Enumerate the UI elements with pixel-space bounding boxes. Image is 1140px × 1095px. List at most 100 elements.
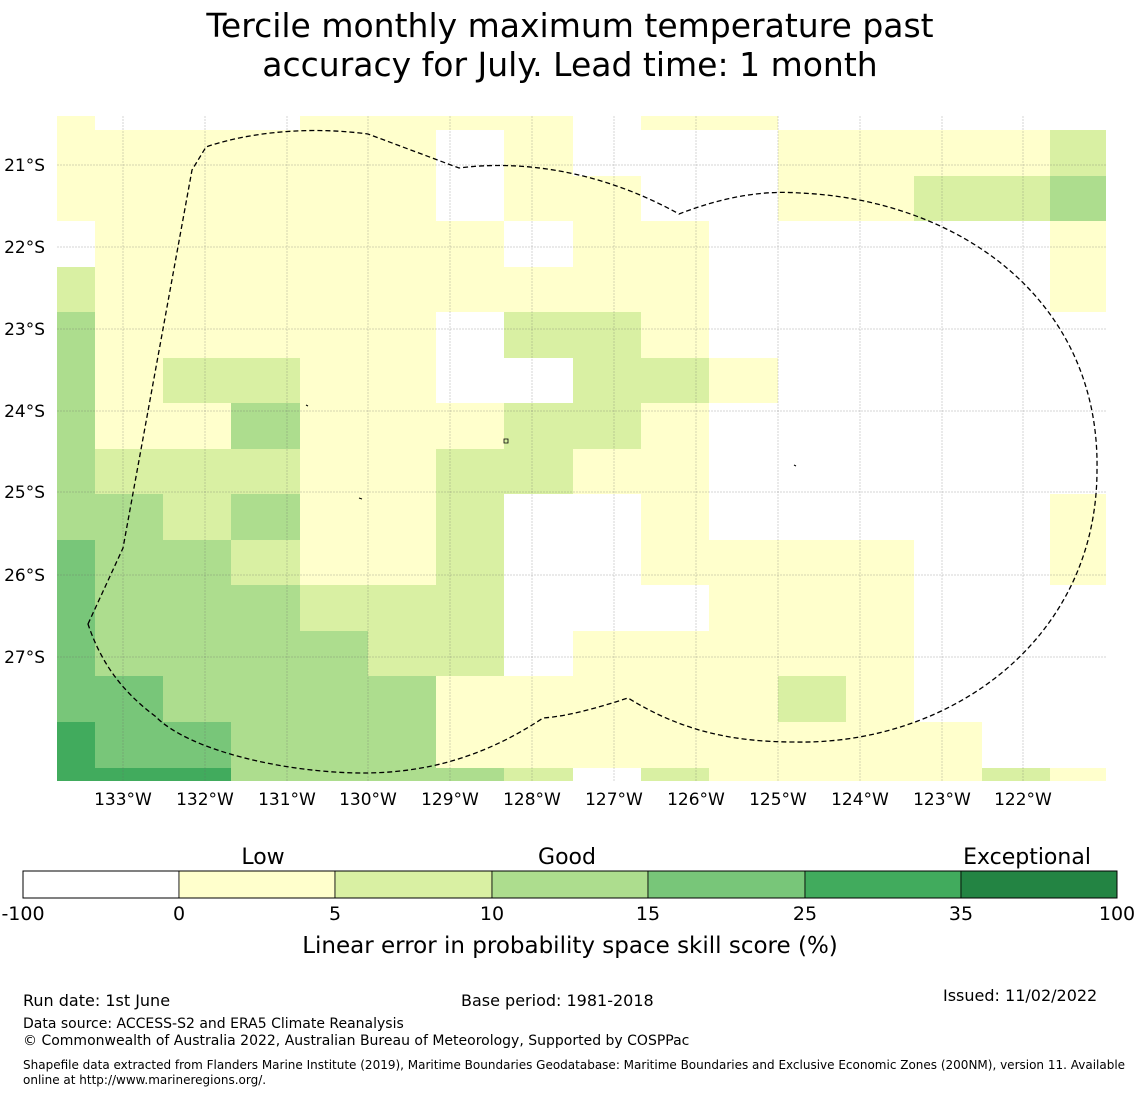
skill-cell: [573, 631, 641, 676]
skill-cell: [57, 116, 95, 130]
skill-grid: [57, 116, 1106, 781]
skill-cell: [1050, 130, 1106, 176]
skill-cell: [300, 540, 368, 585]
skill-cell: [573, 267, 641, 312]
skill-cell: [504, 722, 573, 768]
islands: [305, 404, 797, 500]
base-period: Base period: 1981-2018: [461, 991, 654, 1010]
skill-cell: [641, 116, 709, 130]
skill-cell: [300, 312, 368, 358]
longitude-label: 132°W: [176, 790, 234, 810]
skill-cell: [95, 267, 163, 312]
map-title: Tercile monthly maximum temperature past…: [0, 6, 1140, 84]
skill-cell: [95, 221, 163, 267]
skill-cell: [1050, 221, 1106, 267]
skill-cell: [368, 176, 436, 221]
skill-cell: [95, 676, 163, 722]
skill-cell: [300, 176, 368, 221]
skill-cell: [57, 585, 95, 631]
skill-cell: [436, 768, 504, 781]
run-date: Run date: 1st June: [23, 991, 171, 1010]
skill-cell: [504, 449, 573, 494]
longitude-label: 131°W: [258, 790, 316, 810]
skill-cell: [95, 768, 163, 781]
skill-cell: [231, 176, 300, 221]
skill-cell: [573, 358, 641, 403]
skill-cell: [300, 631, 368, 676]
skill-cell: [982, 130, 1050, 176]
colorbar-tick-label: 25: [793, 903, 817, 925]
skill-cell: [300, 221, 368, 267]
colorbar-segment: [960, 870, 1118, 899]
skill-cell: [641, 358, 709, 403]
skill-cell: [57, 130, 95, 176]
colorbar-segment: [178, 870, 336, 899]
longitude-label: 126°W: [667, 790, 725, 810]
colorbar-tick-label: 15: [636, 903, 660, 925]
colorbar-tick-label: 35: [949, 903, 973, 925]
skill-cell: [368, 494, 436, 540]
skill-cell: [778, 176, 846, 221]
skill-cell: [163, 585, 231, 631]
skill-cell: [846, 631, 914, 676]
skill-cell: [231, 358, 300, 403]
skill-cell: [641, 540, 709, 585]
skill-cell: [368, 116, 436, 130]
skill-cell: [300, 494, 368, 540]
skill-cell: [641, 449, 709, 494]
skill-cell: [368, 585, 436, 631]
skill-cell: [231, 403, 300, 449]
skill-cell: [436, 540, 504, 585]
skill-cell: [641, 722, 709, 768]
skill-cell: [436, 403, 504, 449]
latitude-label: 27°S: [4, 648, 45, 668]
skill-cell: [914, 768, 982, 781]
skill-cell: [778, 722, 846, 768]
longitude-labels: 133°W 132°W 131°W 130°W 129°W 128°W 127°W 126°W…: [94, 790, 1052, 810]
longitude-label: 125°W: [749, 790, 807, 810]
skill-cell: [163, 176, 231, 221]
skill-cell: [436, 221, 504, 267]
skill-cell: [1050, 494, 1106, 540]
skill-cell: [641, 312, 709, 358]
latitude-label: 26°S: [4, 566, 45, 586]
longitude-label: 130°W: [339, 790, 397, 810]
skill-cell: [163, 312, 231, 358]
colorbar-segment: [22, 870, 180, 899]
skill-cell: [778, 585, 846, 631]
skill-cell: [641, 267, 709, 312]
skill-cell: [57, 358, 95, 403]
skill-cell: [368, 631, 436, 676]
longitude-label: 124°W: [831, 790, 889, 810]
skill-cell: [846, 768, 914, 781]
latitude-labels: 21°S 22°S 23°S 24°S 25°S 26°S 27°S: [4, 156, 45, 668]
colorbar-tick-label: 0: [173, 903, 185, 925]
skill-cell: [1050, 267, 1106, 312]
longitude-label: 133°W: [94, 790, 152, 810]
skill-cell: [436, 449, 504, 494]
eez-boundary: [87, 129, 1098, 774]
skill-cell: [368, 312, 436, 358]
skill-cell: [1050, 768, 1106, 781]
skill-cell: [368, 403, 436, 449]
skill-cell: [300, 116, 368, 130]
skill-cell: [846, 540, 914, 585]
skill-cell: [368, 540, 436, 585]
skill-cell: [709, 116, 778, 130]
skill-cell: [436, 676, 504, 722]
skill-cell: [368, 267, 436, 312]
longitude-label: 127°W: [585, 790, 643, 810]
skill-cell: [300, 676, 368, 722]
skill-cell: [846, 130, 914, 176]
skill-cell: [163, 540, 231, 585]
skill-cell: [300, 130, 368, 176]
skill-cell: [504, 312, 573, 358]
skill-cell: [300, 267, 368, 312]
latitude-label: 21°S: [4, 156, 45, 176]
skill-cell: [573, 449, 641, 494]
colorbar-tick-label: 10: [480, 903, 504, 925]
skill-cell: [504, 768, 573, 781]
skill-cell: [778, 768, 846, 781]
skill-cell: [709, 540, 778, 585]
graticule: [57, 116, 1106, 781]
